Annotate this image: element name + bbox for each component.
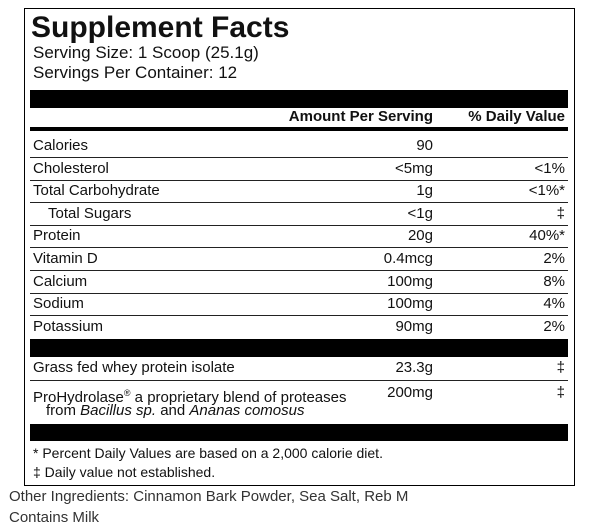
row-rule [30,224,568,226]
nutrient-name: Potassium [33,317,104,335]
row-rule [30,157,568,158]
other-ingredients: Other Ingredients: Cinnamon Bark Powder,… [9,488,409,505]
amount: 100mg [387,295,433,313]
daily-value: 8% [543,272,565,290]
daily-value: 4% [543,295,565,313]
name-part: Ananas comosus [189,402,305,419]
daily-value: 2% [543,317,565,335]
footnote: ‡ Daily value not established. [33,464,216,480]
daily-value: ‡ [556,359,565,376]
dv-header: % Daily Value [468,108,565,125]
daily-value: 40%* [529,227,565,245]
amount: 1g [416,182,433,200]
nutrient-name: Vitamin D [33,250,98,267]
row-rule [30,380,568,381]
nutrient-name: Sodium [33,295,84,313]
daily-value: 2% [543,250,565,267]
nutrient-name: Calories [33,137,89,154]
row-rule [30,292,568,294]
daily-value: ‡ [556,384,565,401]
row-rule [30,179,568,181]
nutrient-name: Total Sugars [48,204,132,222]
ingredient-name: ProHydrolase® a proprietary blend of pro… [33,384,346,406]
nutrient-name: Calcium [33,272,88,290]
serving-size: Serving Size: 1 Scoop (25.1g) [33,43,259,62]
row-rule [30,315,568,317]
row-rule [30,202,568,204]
nutrient-name: Cholesterol [33,159,109,177]
name-part: from [46,402,81,419]
row-rule [30,247,568,249]
daily-value: <1%* [528,182,565,200]
amount: 0.4mcg [383,250,433,267]
amount: 20g [407,227,433,245]
name-part: a proprietary blend of proteases [130,389,347,406]
name-part: ProHydrolase [33,389,124,406]
servings-per-container: Servings Per Container: 12 [33,63,238,82]
row-rule [30,270,568,271]
divider-bar [30,424,568,441]
footnote: * Percent Daily Values are based on a 2,… [33,445,383,461]
nutrient-name: Grass fed whey protein isolate [33,359,235,376]
amount: 90mg [395,317,433,335]
label-box [24,8,575,486]
amount: 200mg [387,384,433,401]
name-part: Bacillus sp. [80,402,157,419]
divider-bar [30,339,568,357]
nutrient-name: Total Carbohydrate [33,182,160,200]
amount: <1g [407,204,433,222]
ingredient-name: from Bacillus sp. and Ananas comosus [46,402,305,420]
divider-bar [30,90,568,108]
nutrient-name: Protein [33,227,81,245]
amount: 100mg [387,272,433,290]
amount: 23.3g [395,359,433,376]
amount: <5mg [395,159,433,177]
title: Supplement Facts [31,11,290,44]
name-part: and [156,402,190,419]
daily-value: <1% [534,159,565,177]
amount: 90 [416,137,433,154]
amount-header: Amount Per Serving [288,108,433,125]
name-part: ® [123,388,131,398]
allergen: Contains Milk [9,509,100,526]
divider-bar [30,127,568,131]
daily-value: ‡ [556,204,565,222]
